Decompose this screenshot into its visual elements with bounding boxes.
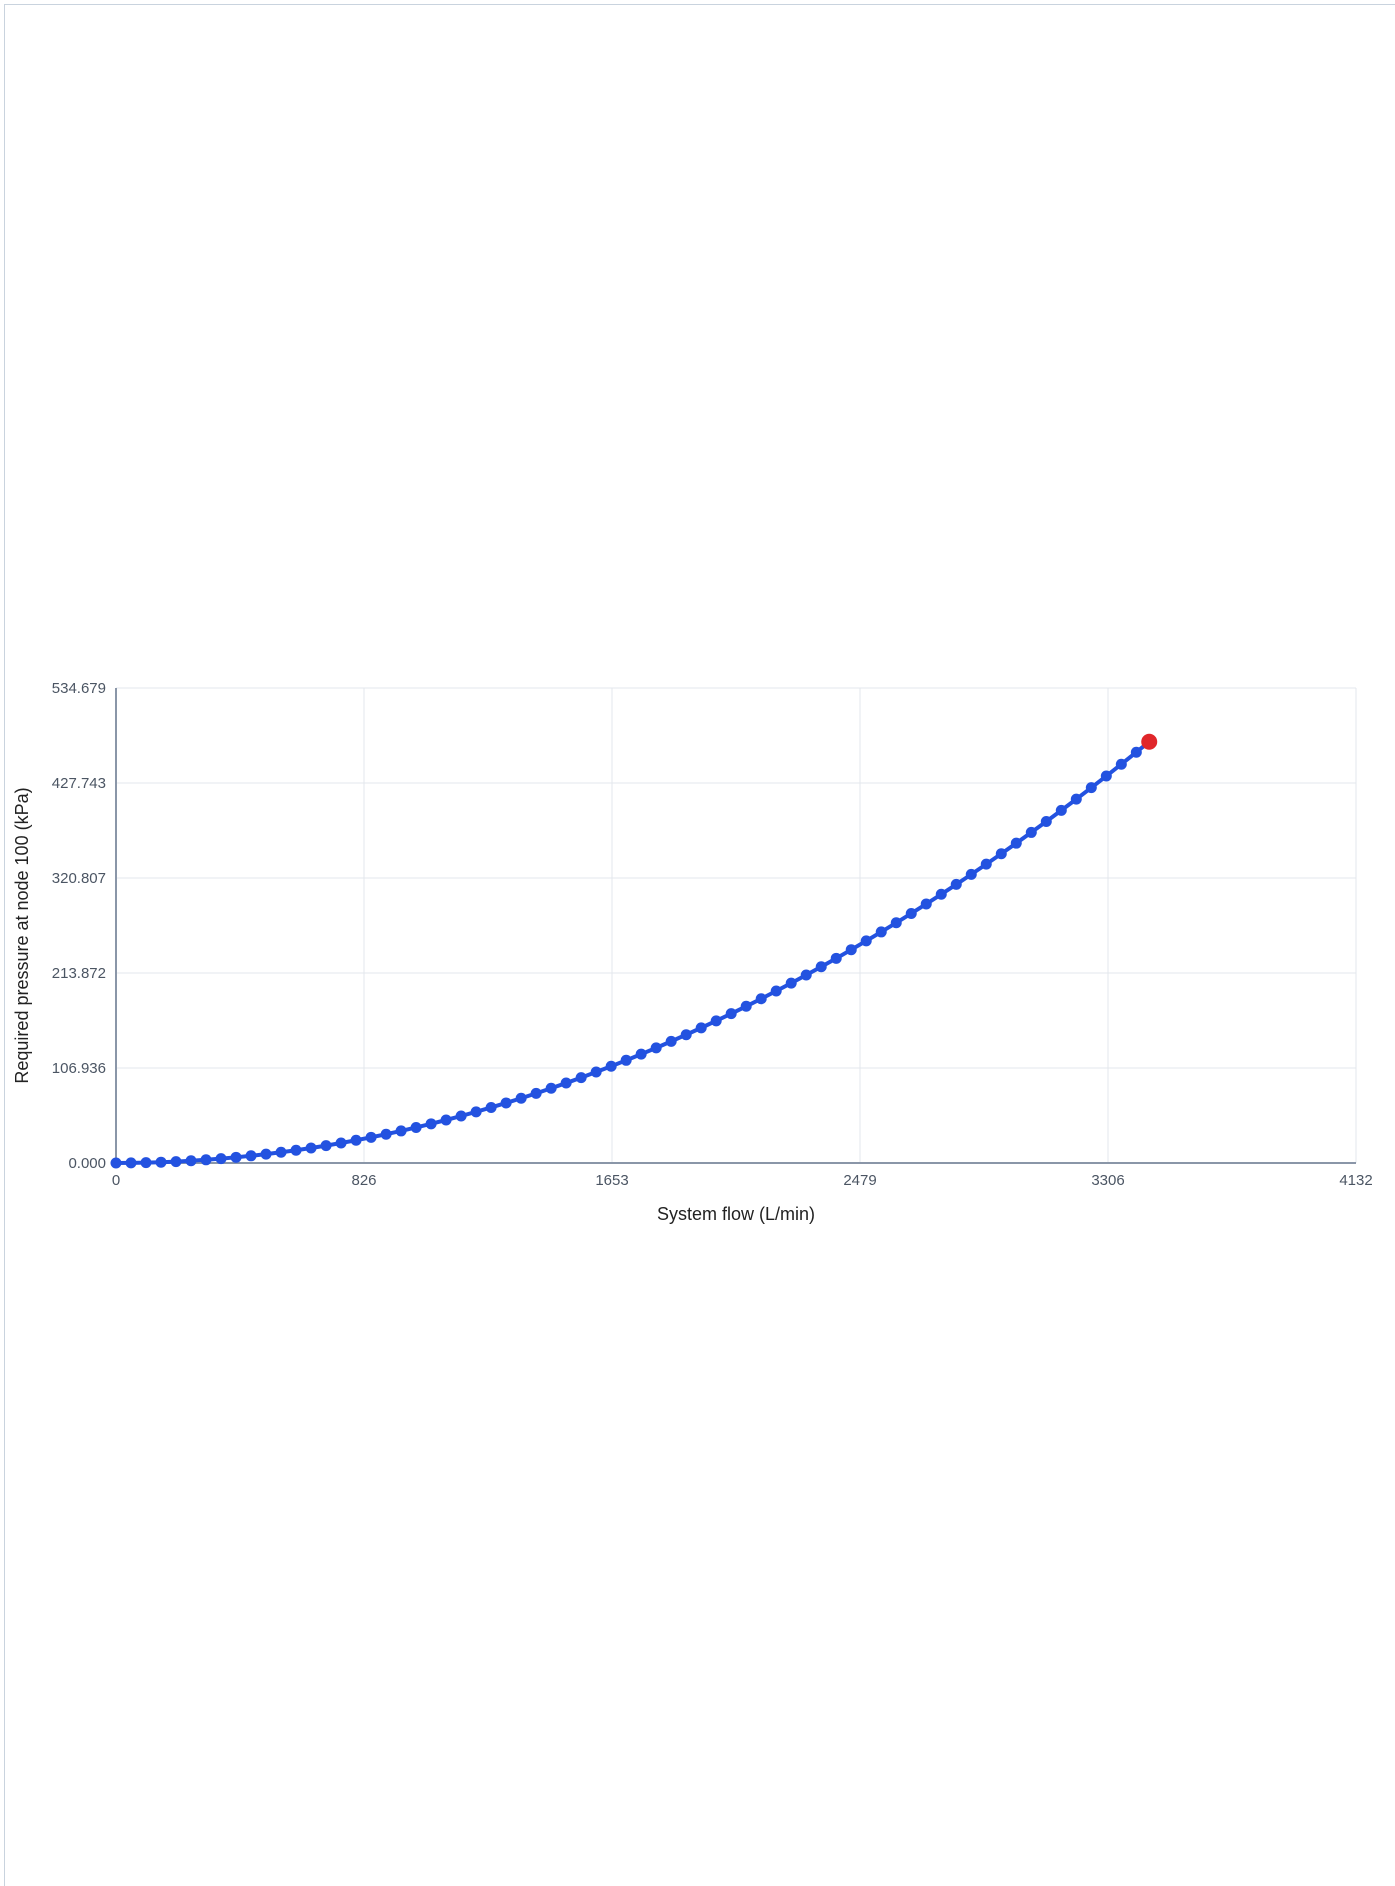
data-point xyxy=(320,1140,332,1152)
data-point xyxy=(350,1134,362,1146)
data-point xyxy=(155,1156,167,1168)
data-point xyxy=(1085,782,1097,794)
data-point xyxy=(695,1022,707,1034)
data-point xyxy=(1025,826,1037,838)
data-point xyxy=(200,1154,212,1166)
y-tick-label: 320.807 xyxy=(52,870,106,887)
data-point xyxy=(590,1066,602,1078)
data-point xyxy=(260,1148,272,1160)
data-point xyxy=(305,1142,317,1154)
data-point xyxy=(140,1157,152,1169)
data-point xyxy=(725,1008,737,1020)
x-axis-title: System flow (L/min) xyxy=(657,1204,815,1224)
data-point xyxy=(440,1114,452,1126)
data-point xyxy=(515,1092,527,1104)
data-point xyxy=(335,1137,347,1149)
data-point xyxy=(905,907,917,919)
data-point xyxy=(560,1077,572,1089)
data-point xyxy=(815,961,827,973)
data-point xyxy=(410,1121,422,1133)
data-point xyxy=(110,1157,122,1169)
data-point xyxy=(875,926,887,938)
data-point xyxy=(950,878,962,890)
data-point xyxy=(530,1087,542,1099)
tick-labels: 0 826 1653 2479 3306 4132 0.000 106.936 213.872 3… xyxy=(52,680,1373,1189)
data-point xyxy=(500,1097,512,1109)
data-point xyxy=(965,868,977,880)
data-point xyxy=(935,888,947,900)
data-point xyxy=(125,1157,137,1169)
data-point xyxy=(1040,816,1052,828)
x-tick-label: 826 xyxy=(351,1172,376,1189)
page-frame xyxy=(4,4,1395,1886)
grid-lines xyxy=(116,687,1357,1163)
data-point xyxy=(710,1015,722,1027)
x-tick-label: 1653 xyxy=(595,1172,628,1189)
data-point xyxy=(1070,793,1082,805)
data-point xyxy=(635,1048,647,1060)
data-point xyxy=(425,1118,437,1130)
y-tick-label: 106.936 xyxy=(52,1060,106,1077)
y-axis-title: Required pressure at node 100 (kPa) xyxy=(12,787,32,1083)
x-tick-label: 0 xyxy=(112,1172,120,1189)
highlight-point xyxy=(1141,733,1158,750)
data-point xyxy=(665,1035,677,1047)
y-tick-label: 0.000 xyxy=(68,1155,106,1172)
data-point xyxy=(860,935,872,947)
data-point xyxy=(845,944,857,956)
data-point xyxy=(470,1106,482,1118)
data-point xyxy=(215,1153,227,1165)
series-line xyxy=(114,750,1139,1165)
data-point xyxy=(230,1151,242,1163)
axes xyxy=(115,688,1356,1164)
data-point xyxy=(485,1101,497,1113)
data-point xyxy=(545,1082,557,1094)
data-point xyxy=(365,1131,377,1143)
data-point xyxy=(680,1029,692,1041)
data-point xyxy=(770,985,782,997)
data-point xyxy=(785,977,797,989)
data-series xyxy=(110,740,1151,1169)
highlight-layer xyxy=(1141,733,1158,750)
data-point xyxy=(605,1060,617,1072)
data-point xyxy=(245,1150,257,1162)
data-point xyxy=(620,1054,632,1066)
data-point xyxy=(740,1000,752,1012)
data-point xyxy=(920,898,932,910)
data-point xyxy=(650,1042,662,1054)
data-point xyxy=(455,1110,467,1122)
data-point xyxy=(170,1156,182,1168)
data-point xyxy=(980,858,992,870)
data-point xyxy=(275,1146,287,1158)
data-point xyxy=(755,993,767,1005)
data-point xyxy=(395,1125,407,1137)
x-tick-label: 4132 xyxy=(1339,1172,1372,1189)
x-tick-label: 2479 xyxy=(843,1172,876,1189)
data-point xyxy=(1100,770,1112,782)
data-point xyxy=(830,952,842,964)
data-point xyxy=(800,969,812,981)
data-point xyxy=(185,1155,197,1167)
data-point xyxy=(1010,837,1022,849)
data-point xyxy=(1055,804,1067,816)
data-point xyxy=(575,1072,587,1084)
data-point xyxy=(380,1128,392,1140)
data-point xyxy=(890,917,902,929)
x-tick-label: 3306 xyxy=(1091,1172,1124,1189)
y-tick-label: 213.872 xyxy=(52,965,106,982)
data-point xyxy=(1115,758,1127,770)
data-point xyxy=(995,848,1007,860)
y-tick-label: 534.679 xyxy=(52,680,106,697)
data-point xyxy=(290,1144,302,1156)
y-tick-label: 427.743 xyxy=(52,775,106,792)
